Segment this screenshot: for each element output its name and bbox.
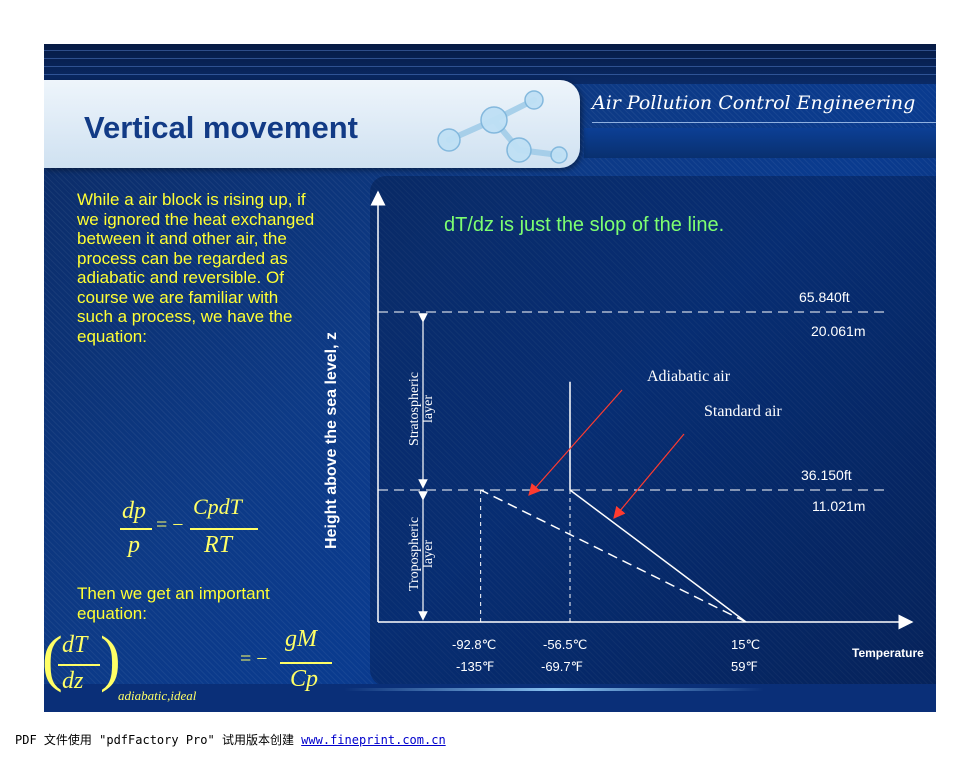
- x-tick-c-1: -92.8℃: [452, 637, 497, 652]
- eq1-rhs-bar: [190, 528, 258, 530]
- eq2-rhs-den: Cp: [290, 666, 319, 692]
- chart-panel: [370, 176, 936, 686]
- brand-label: Air Pollution Control Engineering: [592, 92, 916, 114]
- page-title: Vertical movement: [84, 110, 358, 145]
- adiabatic-air-line: [480, 489, 747, 623]
- x-tick-c-2: -56.5℃: [543, 637, 588, 652]
- x-tick-f-2: -69.7℉: [541, 659, 584, 674]
- eq2-left-paren: (: [44, 625, 63, 693]
- eq2-right-paren: ): [100, 625, 121, 693]
- bottom-banner: [44, 684, 936, 712]
- height-mid-ft: 36.150ft: [801, 467, 852, 483]
- body-paragraph: While a air block is rising up, if we ig…: [77, 190, 315, 346]
- x-axis-label: Temperature: [852, 646, 924, 660]
- eq1-lhs-num: dp: [122, 498, 146, 524]
- height-top-m: 20.061m: [811, 323, 866, 339]
- eq1-lhs-den: p: [128, 532, 140, 558]
- then-text: Then we get an important equation:: [77, 584, 270, 623]
- molecule-icon: [437, 90, 568, 164]
- slide: Vertical movement Air Pollution Control …: [44, 44, 936, 712]
- adiabatic-pointer-arrow: [528, 389, 623, 496]
- brand-underline: [592, 122, 936, 123]
- legend-standard-air: Standard air: [704, 403, 782, 420]
- eq1-rhs-den: RT: [204, 532, 233, 558]
- eq2-rhs-num: gM: [285, 626, 317, 652]
- footer-text: PDF 文件使用 "pdfFactory Pro" 试用版本创建: [15, 733, 302, 747]
- x-tick-f-3: 59℉: [731, 659, 758, 674]
- eq2-lhs-den: dz: [62, 668, 84, 694]
- top-banner: [44, 44, 936, 84]
- legend-adiabatic-air: Adiabatic air: [647, 368, 731, 385]
- eq1-rhs-num: CpdT: [193, 494, 242, 519]
- footer-link[interactable]: www.fineprint.com.cn: [301, 733, 446, 747]
- eq2-subscript: adiabatic,ideal: [118, 688, 197, 703]
- x-tick-c-3: 15℃: [731, 637, 761, 652]
- x-tick-f-1: -135℉: [456, 659, 495, 674]
- chart-note: dT/dz is just the slop of the line.: [444, 214, 725, 236]
- pdf-footer: PDF 文件使用 "pdfFactory Pro" 试用版本创建 www.fin…: [15, 731, 446, 748]
- standard-pointer-arrow: [613, 433, 685, 519]
- eq1-lhs-bar: [120, 528, 152, 530]
- temperature-height-chart: [370, 190, 914, 630]
- height-top-ft: 65.840ft: [799, 289, 850, 305]
- eq2-lhs-num: dT: [62, 632, 88, 658]
- eq2-rhs-bar: [280, 662, 332, 664]
- eq2-sign: = −: [240, 648, 268, 670]
- standard-air-line: [569, 381, 747, 623]
- height-mid-m: 11.021m: [812, 498, 866, 514]
- right-banner: [584, 128, 936, 158]
- eq1-sign: = −: [156, 514, 184, 536]
- eq2-lhs-bar: [58, 664, 100, 666]
